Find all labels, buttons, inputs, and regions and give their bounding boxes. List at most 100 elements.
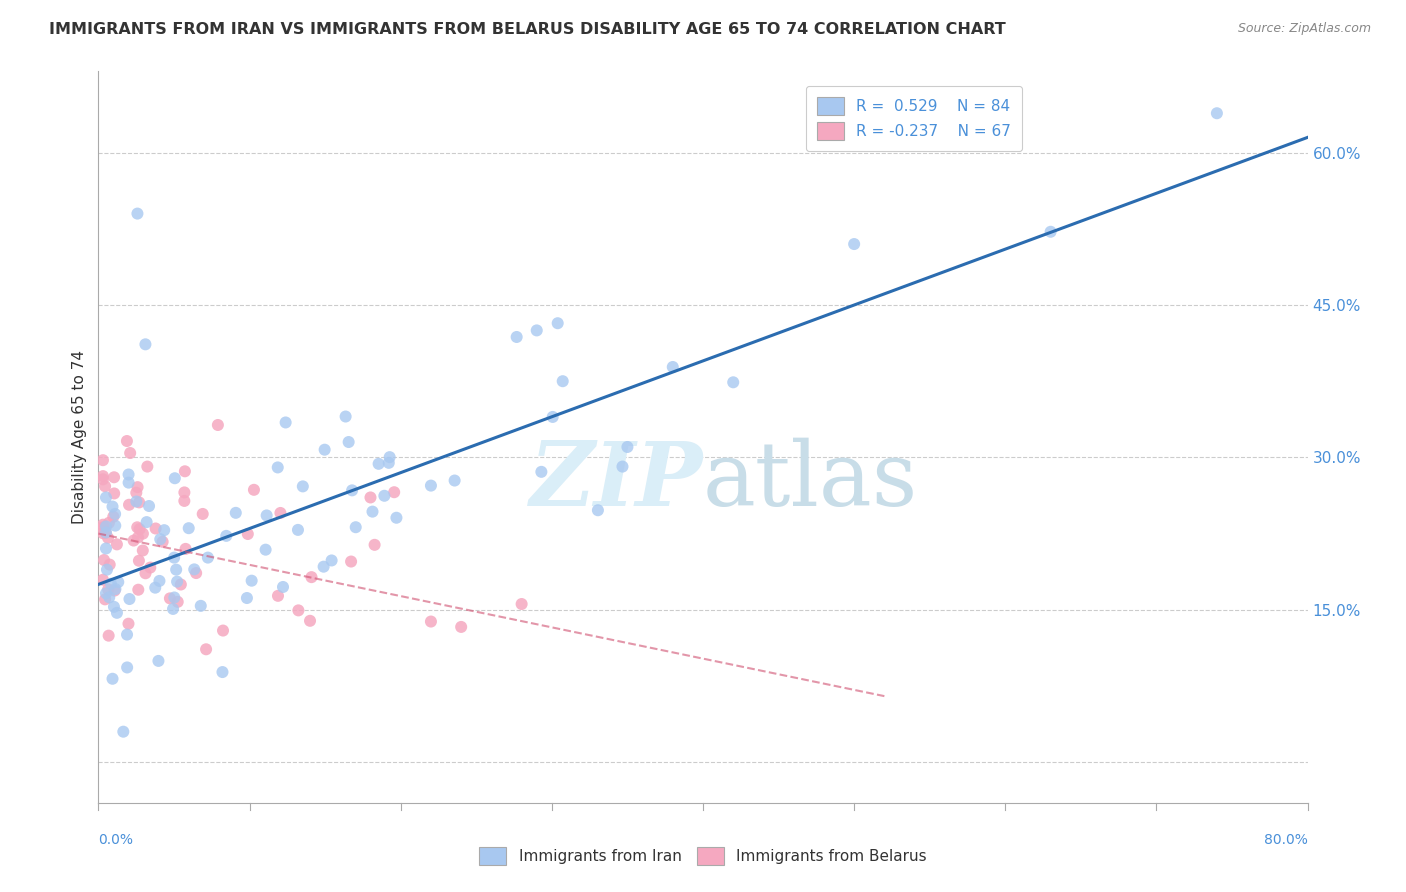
Point	[191, 507, 214, 521]
Text: ZIP: ZIP	[530, 438, 703, 524]
Point	[138, 499, 160, 513]
Point	[94, 541, 117, 556]
Point	[105, 606, 128, 620]
Point	[287, 603, 309, 617]
Point	[115, 627, 138, 641]
Point	[139, 560, 162, 574]
Point	[97, 629, 120, 643]
Point	[586, 503, 609, 517]
Point	[163, 550, 186, 565]
Point	[526, 323, 548, 337]
Point	[91, 453, 114, 467]
Point	[190, 599, 212, 613]
Point	[661, 359, 683, 374]
Point	[195, 642, 218, 657]
Point	[301, 570, 323, 584]
Point	[117, 467, 139, 482]
Point	[844, 237, 866, 252]
Point	[340, 555, 363, 569]
Point	[105, 537, 128, 551]
Point	[269, 506, 291, 520]
Point	[91, 520, 114, 534]
Point	[162, 602, 184, 616]
Point	[173, 464, 195, 478]
Point	[101, 672, 124, 686]
Point	[97, 582, 120, 597]
Point	[723, 376, 745, 390]
Point	[94, 525, 117, 540]
Point	[360, 491, 382, 505]
Point	[134, 566, 156, 581]
Point	[299, 614, 322, 628]
Point	[91, 573, 114, 587]
Text: 0.0%: 0.0%	[98, 833, 134, 847]
Point	[267, 460, 290, 475]
Point	[240, 574, 263, 588]
Point	[420, 615, 443, 629]
Text: 80.0%: 80.0%	[1264, 833, 1308, 847]
Point	[378, 456, 401, 470]
Point	[314, 442, 336, 457]
Point	[94, 519, 117, 533]
Point	[98, 591, 121, 605]
Point	[132, 543, 155, 558]
Point	[122, 533, 145, 548]
Point	[291, 479, 314, 493]
Point	[118, 498, 141, 512]
Point	[149, 532, 172, 546]
Point	[117, 475, 139, 490]
Point	[211, 665, 233, 679]
Legend: R =  0.529    N = 84, R = -0.237    N = 67: R = 0.529 N = 84, R = -0.237 N = 67	[806, 87, 1022, 151]
Point	[363, 538, 385, 552]
Point	[103, 486, 125, 500]
Point	[93, 553, 115, 567]
Point	[256, 508, 278, 523]
Point	[551, 374, 574, 388]
Point	[274, 416, 297, 430]
Point	[127, 206, 149, 220]
Point	[312, 559, 335, 574]
Point	[186, 566, 208, 580]
Point	[236, 591, 259, 605]
Point	[267, 589, 290, 603]
Point	[165, 563, 187, 577]
Point	[91, 469, 114, 483]
Point	[177, 521, 200, 535]
Point	[91, 472, 114, 486]
Point	[118, 592, 141, 607]
Point	[97, 531, 120, 545]
Point	[337, 435, 360, 450]
Point	[183, 562, 205, 576]
Text: atlas: atlas	[703, 437, 918, 524]
Point	[134, 337, 156, 351]
Point	[254, 542, 277, 557]
Point	[115, 660, 138, 674]
Point	[166, 595, 188, 609]
Point	[103, 509, 125, 524]
Y-axis label: Disability Age 65 to 74: Disability Age 65 to 74	[72, 350, 87, 524]
Point	[91, 526, 114, 541]
Point	[94, 525, 117, 540]
Point	[420, 478, 443, 492]
Point	[120, 446, 142, 460]
Point	[117, 616, 139, 631]
Point	[382, 485, 405, 500]
Legend: Immigrants from Iran, Immigrants from Belarus: Immigrants from Iran, Immigrants from Be…	[472, 841, 934, 871]
Point	[344, 520, 367, 534]
Point	[128, 495, 150, 509]
Point	[159, 591, 181, 606]
Point	[125, 485, 148, 500]
Point	[173, 494, 195, 508]
Point	[128, 522, 150, 536]
Point	[103, 470, 125, 484]
Point	[127, 520, 149, 534]
Point	[450, 620, 472, 634]
Point	[547, 316, 569, 330]
Point	[1039, 225, 1062, 239]
Point	[225, 506, 247, 520]
Point	[505, 330, 527, 344]
Point	[271, 580, 294, 594]
Point	[321, 553, 343, 567]
Point	[530, 465, 553, 479]
Point	[127, 530, 149, 544]
